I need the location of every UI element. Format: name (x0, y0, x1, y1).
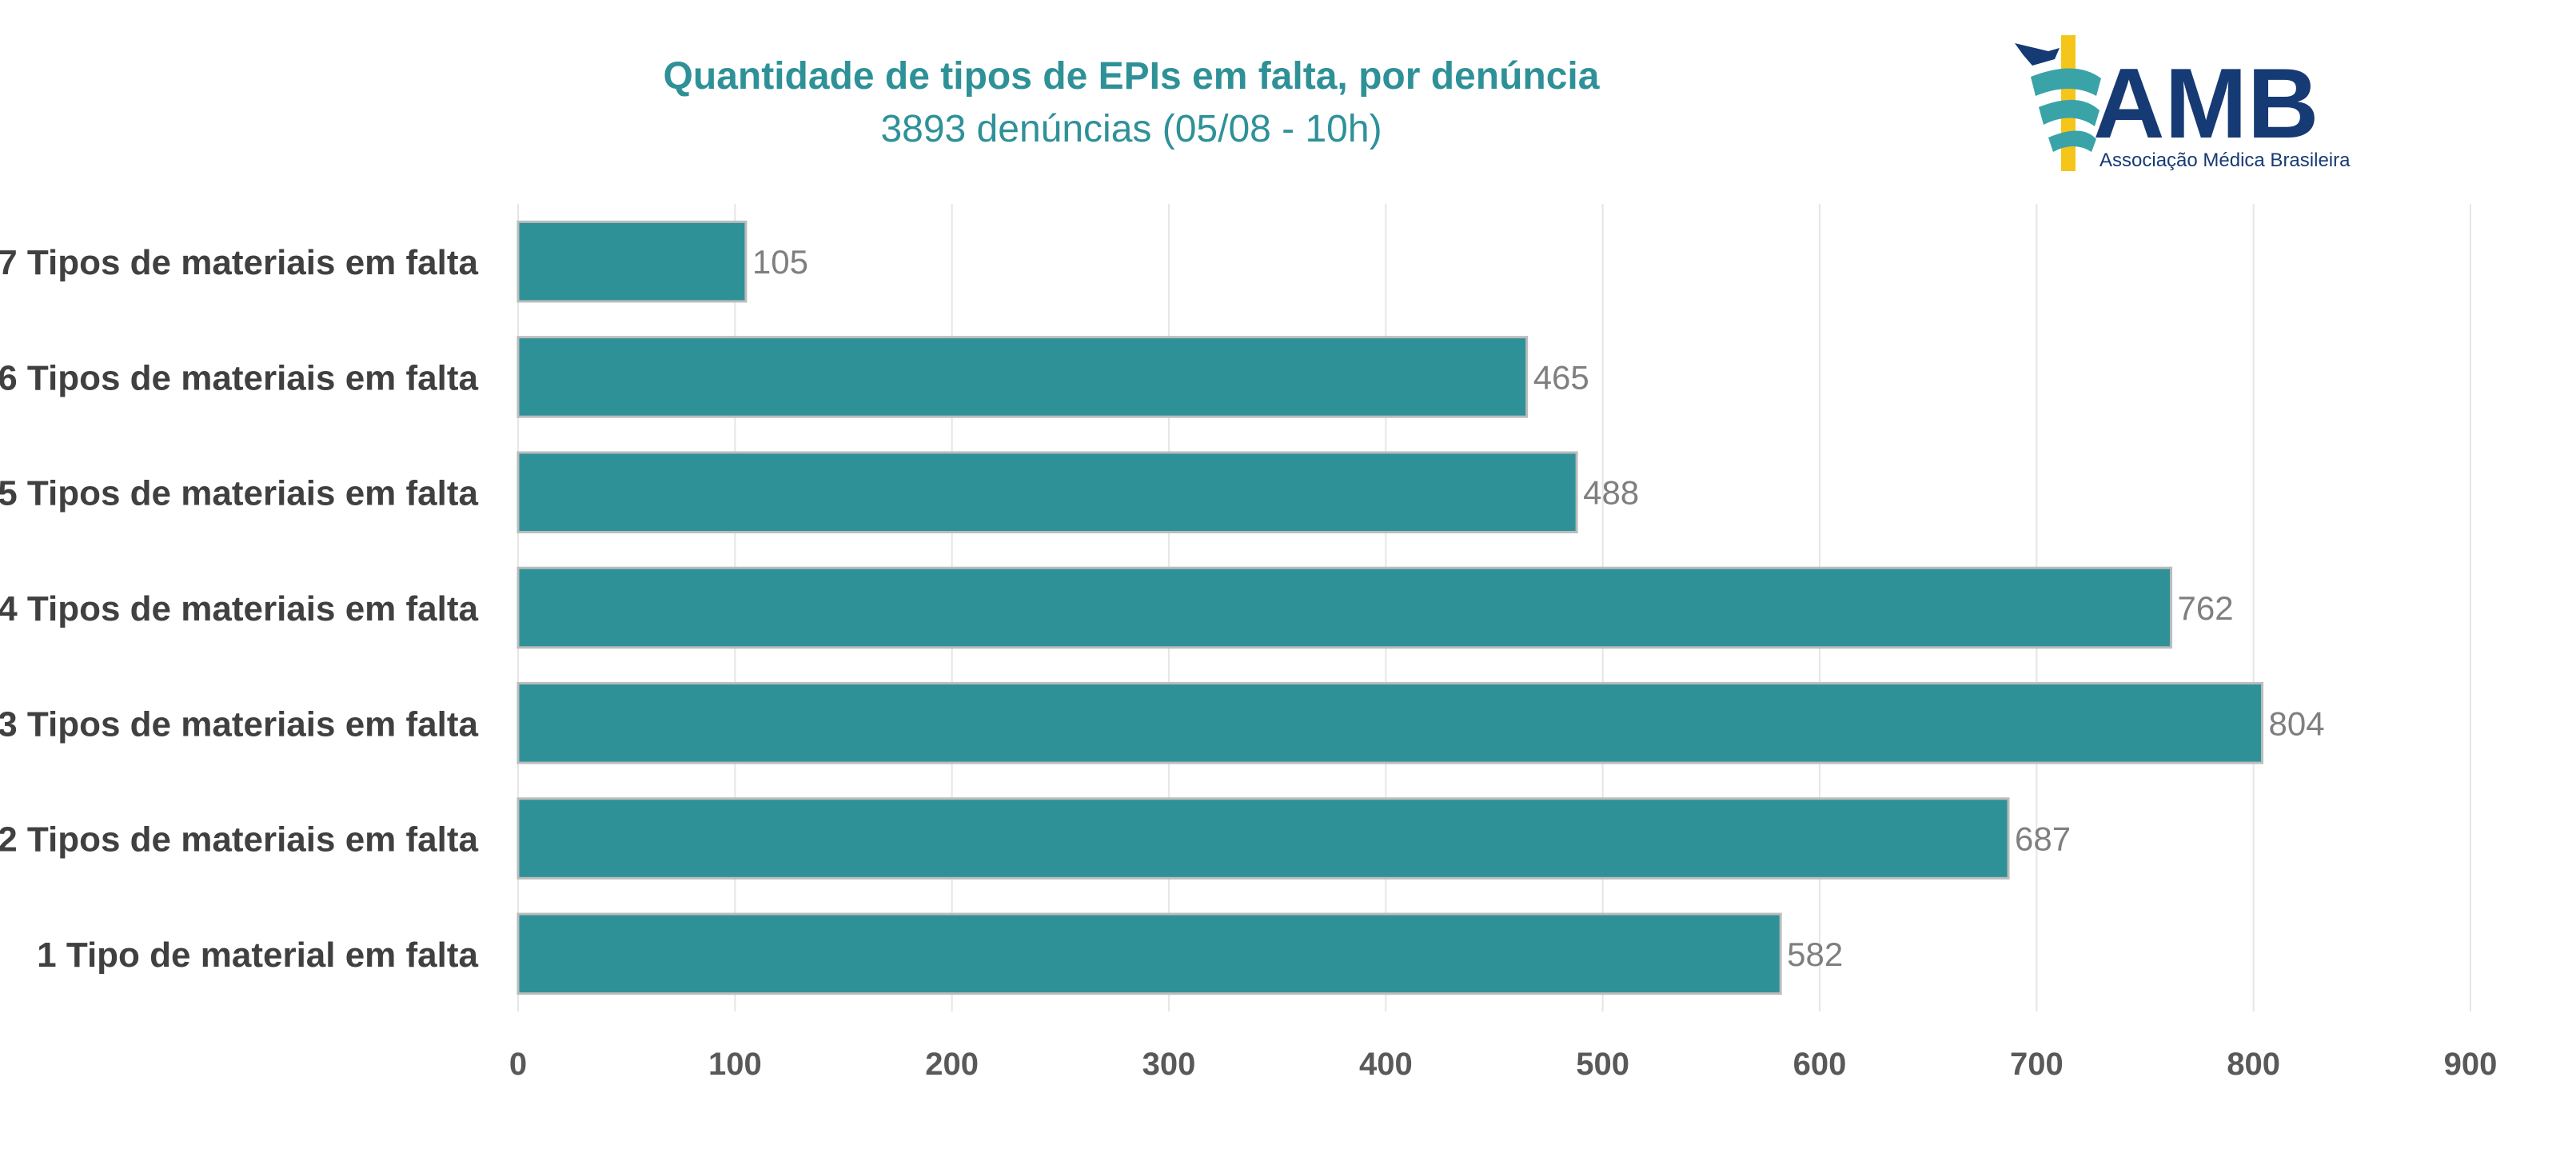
logo-tagline: Associação Médica Brasileira (2099, 150, 2351, 171)
x-tick-label: 300 (1142, 1047, 1196, 1082)
logo-ribbon-lower (2048, 130, 2096, 152)
data-label: 105 (752, 243, 808, 281)
bars (516, 220, 2264, 995)
chart-title: Quantidade de tipos de EPIs em falta, po… (663, 55, 1600, 98)
logo-text: AMB (2093, 49, 2319, 159)
data-label: 488 (1583, 474, 1639, 512)
logo-ribbon-upper (2031, 68, 2101, 96)
data-label: 762 (2178, 589, 2234, 627)
bar (516, 451, 1578, 533)
bar (516, 682, 2264, 764)
category-label: 6 Tipos de materiais em falta (0, 358, 479, 397)
x-tick-label: 500 (1576, 1047, 1629, 1082)
data-label: 582 (1787, 936, 1843, 973)
category-label: 3 Tipos de materiais em falta (0, 704, 479, 744)
category-label: 1 Tipo de material em falta (37, 936, 478, 975)
data-label: 687 (2015, 820, 2071, 858)
x-tick-label: 800 (2227, 1047, 2280, 1082)
x-tick-label: 100 (708, 1047, 762, 1082)
chart-subtitle: 3893 denúncias (05/08 - 10h) (880, 108, 1382, 150)
x-axis-ticks: 0 100 200 300 400 500 600 700 800 900 (509, 1047, 2498, 1082)
category-label: 2 Tipos de materiais em falta (0, 820, 479, 860)
bar (516, 912, 1782, 995)
x-tick-label: 0 (509, 1047, 527, 1082)
title-block: Quantidade de tipos de EPIs em falta, po… (0, 51, 2263, 157)
bar (516, 336, 1529, 418)
x-tick-label: 400 (1359, 1047, 1413, 1082)
value-labels: 105 465 488 762 804 687 582 (752, 243, 2325, 973)
x-tick-label: 700 (2010, 1047, 2064, 1082)
category-label: 4 Tipos de materiais em falta (0, 589, 479, 628)
bar (516, 797, 2010, 880)
data-label: 804 (2269, 704, 2325, 742)
bar (516, 566, 2173, 649)
category-label: 7 Tipos de materiais em falta (0, 243, 479, 282)
data-label: 465 (1533, 358, 1589, 396)
logo-bird (2015, 43, 2060, 66)
amb-logo: AMB Associação Médica Brasileira (2015, 35, 2351, 171)
x-tick-label: 600 (1793, 1047, 1847, 1082)
category-label: 5 Tipos de materiais em falta (0, 474, 479, 513)
category-labels: 7 Tipos de materiais em falta 6 Tipos de … (0, 243, 479, 975)
caduceus-icon (2015, 35, 2101, 171)
logo-ribbon-middle (2039, 99, 2099, 126)
bar (516, 220, 748, 303)
x-tick-label: 200 (925, 1047, 979, 1082)
x-tick-label: 900 (2444, 1047, 2498, 1082)
